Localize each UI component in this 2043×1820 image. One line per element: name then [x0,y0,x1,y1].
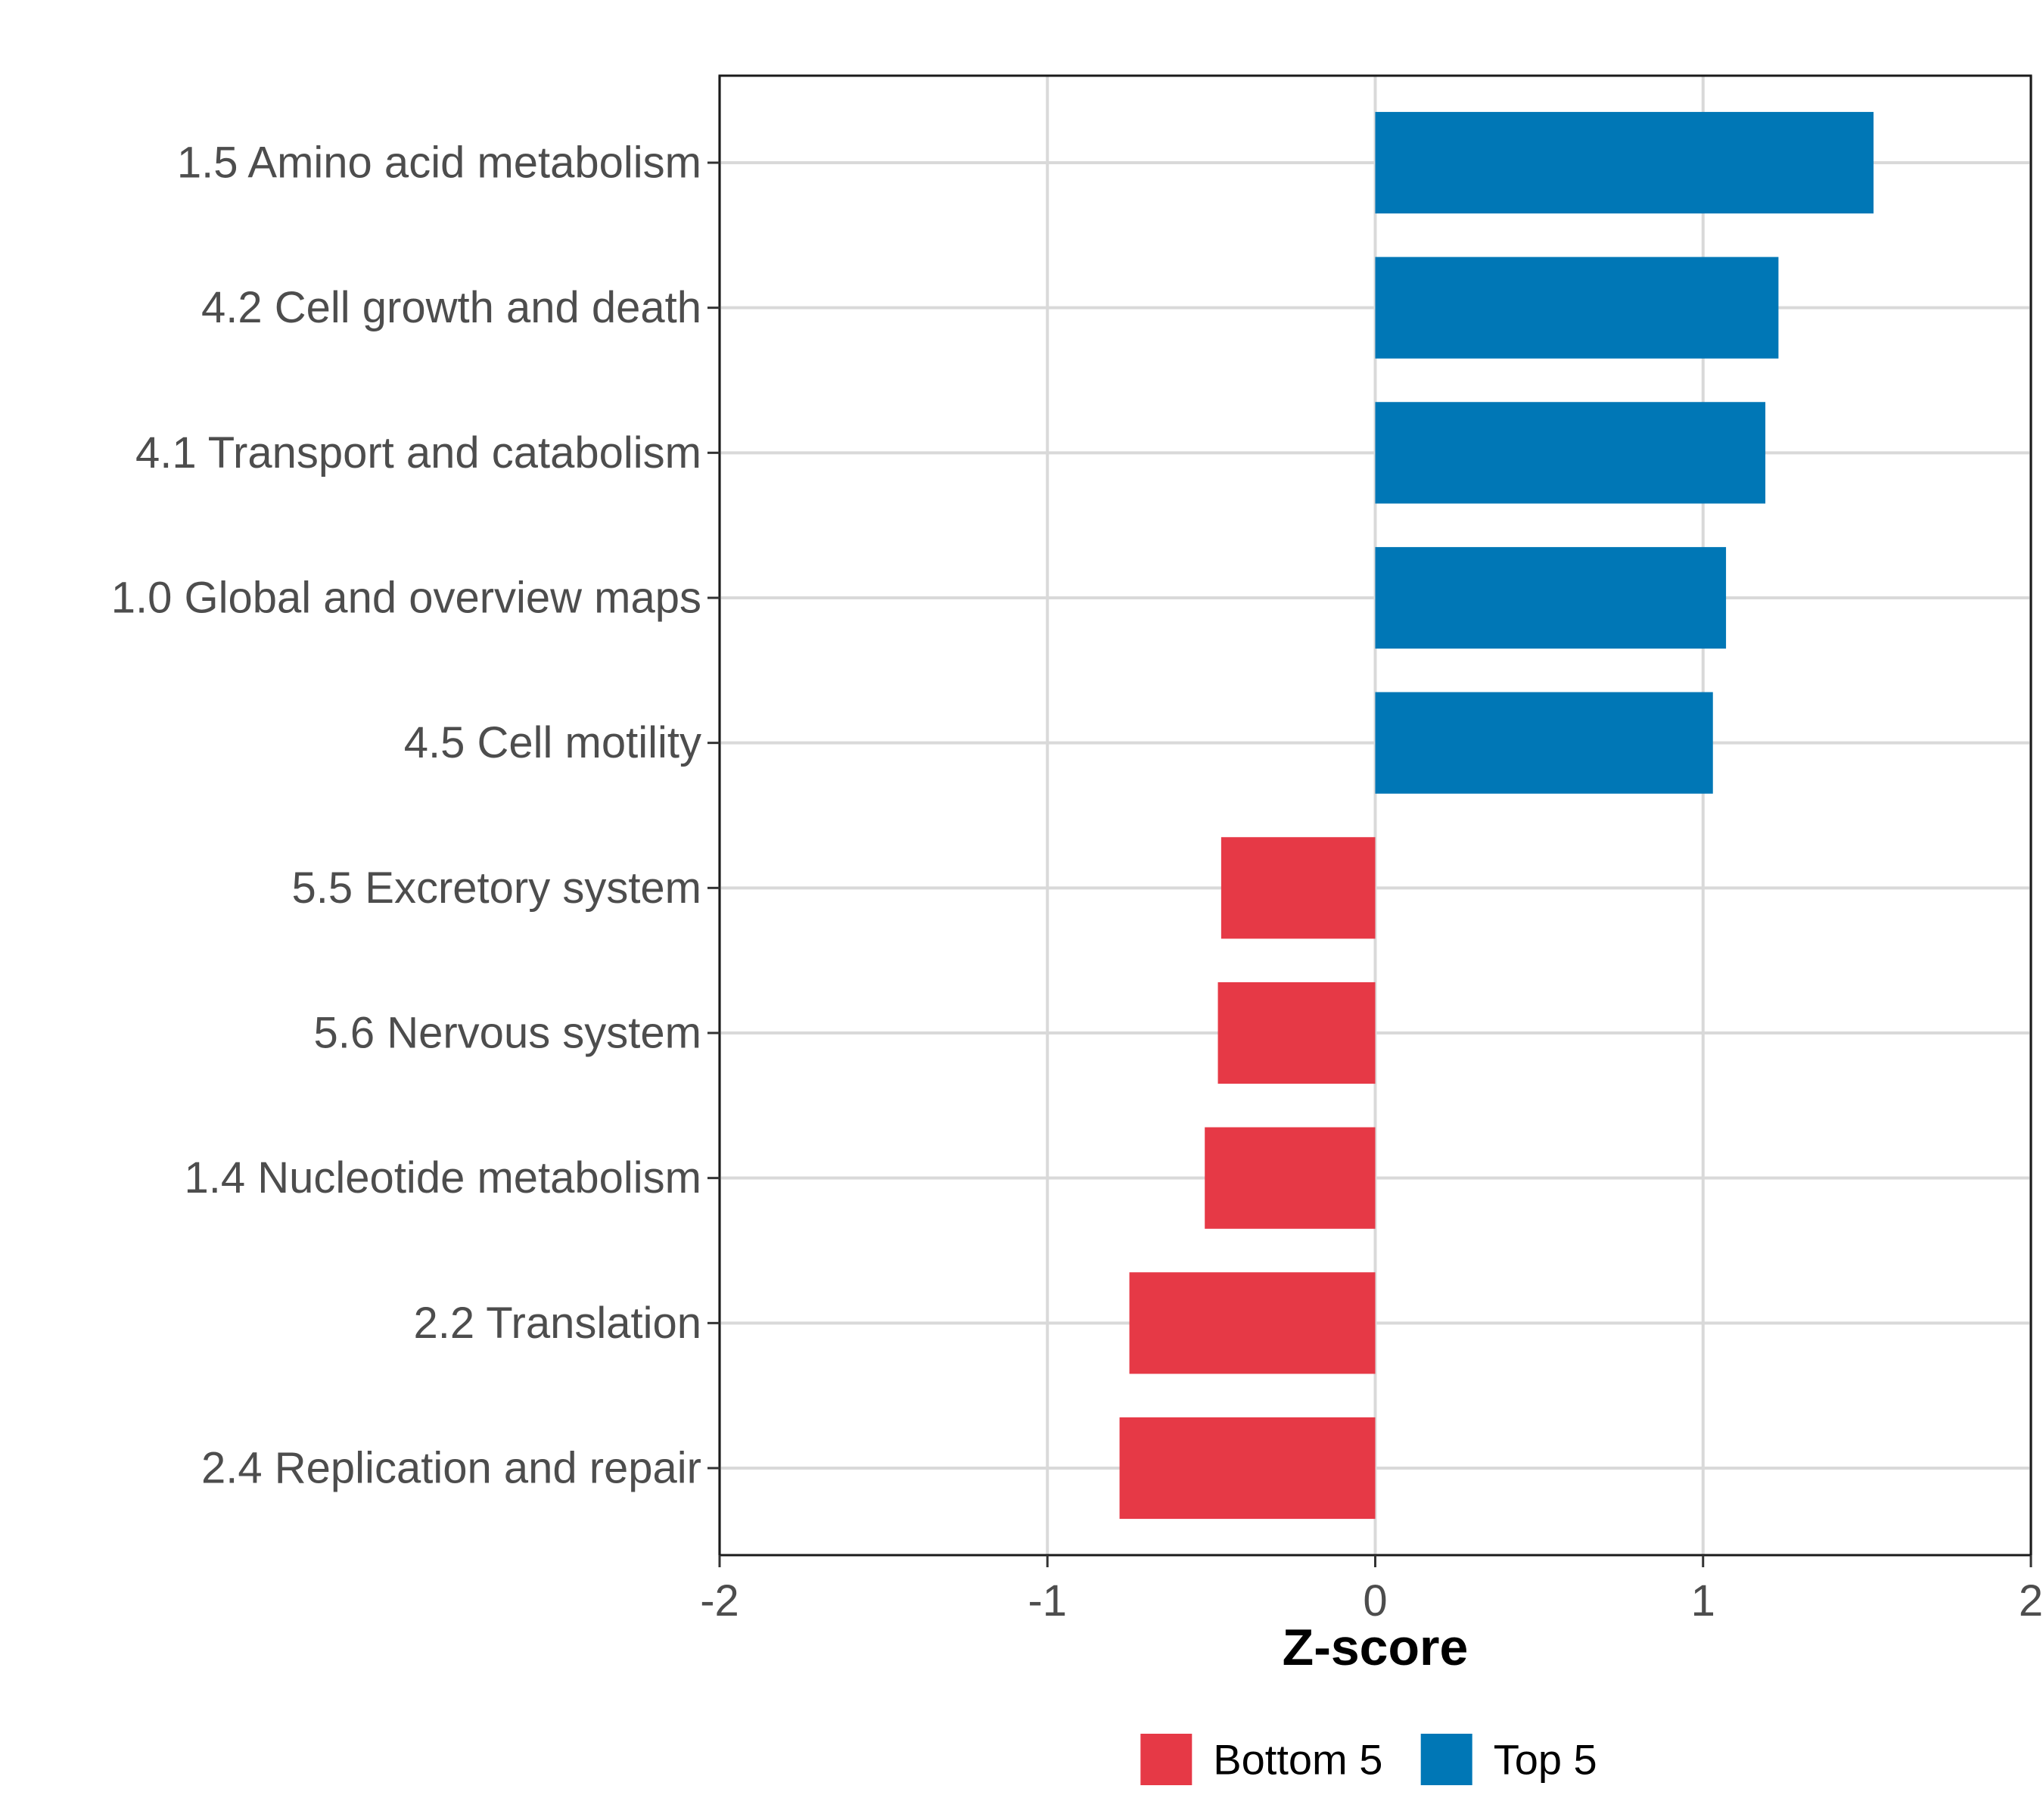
x-tick-label: -2 [700,1576,739,1626]
axis-layer: 1.5 Amino acid metabolism 4.2 Cell growth… [111,138,2043,1626]
bar-4 [1375,546,1727,649]
bar-2 [1375,257,1779,359]
bar-10 [1119,1417,1376,1520]
bar-5 [1375,692,1713,794]
bar-9 [1129,1272,1376,1374]
bar-7 [1217,982,1376,1084]
category-label: 2.2 Translation [414,1299,701,1348]
bar-8 [1205,1127,1376,1229]
bar-3 [1375,402,1766,504]
x-axis-title: Z-score [1283,1619,1469,1676]
category-label: 5.5 Excretory system [292,863,701,913]
legend-label: Bottom 5 [1213,1736,1382,1784]
x-tick-label: -1 [1028,1576,1067,1626]
legend-swatch [1420,1734,1472,1785]
category-label: 1.5 Amino acid metabolism [177,138,701,188]
category-label: 5.6 Nervous system [313,1009,701,1058]
x-tick-label: 1 [1691,1576,1715,1626]
x-tick-label: 2 [2019,1576,2043,1626]
category-label: 2.4 Replication and repair [201,1444,701,1493]
bar-6 [1221,837,1376,939]
legend: Bottom 5 Top 5 [1140,1734,1597,1785]
legend-swatch [1140,1734,1193,1785]
category-label: 4.1 Transport and catabolism [135,428,701,478]
legend-label: Top 5 [1494,1736,1597,1784]
x-tick-label: 0 [1363,1576,1387,1626]
category-label: 4.2 Cell growth and death [201,283,701,332]
category-label: 1.4 Nucleotide metabolism [185,1153,701,1202]
category-label: 4.5 Cell motility [404,718,701,767]
bar-1 [1375,111,1874,214]
category-label: 1.0 Global and overview maps [111,574,701,623]
bar-layer [1119,111,1874,1520]
